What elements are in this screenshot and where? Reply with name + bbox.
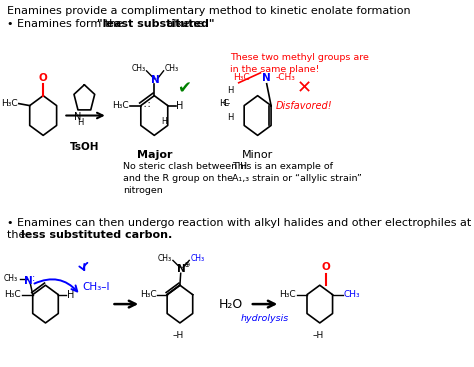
Text: Minor: Minor — [242, 150, 273, 160]
Text: N: N — [177, 264, 186, 275]
Text: H₃C: H₃C — [140, 290, 156, 299]
Text: ✕: ✕ — [297, 80, 312, 98]
Text: ∷: ∷ — [143, 99, 149, 110]
Text: ⊕: ⊕ — [183, 260, 189, 269]
Text: These two methyl groups are
in the same plane!: These two methyl groups are in the same … — [230, 53, 369, 74]
Text: CH₃: CH₃ — [4, 274, 18, 283]
Text: H: H — [161, 117, 167, 126]
Text: CH₃: CH₃ — [157, 254, 172, 263]
Text: H₃C: H₃C — [112, 101, 129, 110]
Text: Disfavored!: Disfavored! — [276, 101, 333, 110]
Text: N: N — [25, 276, 33, 286]
Text: –H: –H — [173, 331, 184, 340]
Text: O: O — [39, 73, 47, 83]
Text: H₃C: H₃C — [1, 99, 18, 108]
Text: H₃C: H₃C — [4, 290, 21, 299]
Text: N: N — [152, 75, 160, 85]
Text: No steric clash between H
and the R group on the
nitrogen: No steric clash between H and the R grou… — [123, 162, 247, 195]
Text: H: H — [176, 101, 183, 110]
Text: H–: H– — [219, 99, 230, 108]
Text: C: C — [222, 99, 228, 108]
Text: CH₃: CH₃ — [191, 254, 205, 263]
Text: H₂O: H₂O — [219, 298, 243, 310]
Text: hydrolysis: hydrolysis — [240, 314, 289, 323]
Text: -CH₃: -CH₃ — [276, 73, 296, 82]
Text: N: N — [262, 73, 271, 83]
Text: –H: –H — [312, 331, 324, 340]
Text: CH₃: CH₃ — [164, 64, 179, 73]
Text: the: the — [8, 230, 29, 240]
Text: H₃C: H₃C — [233, 73, 250, 82]
Text: TsOH: TsOH — [70, 142, 99, 152]
Text: H: H — [77, 118, 83, 127]
Text: alkene: alkene — [163, 19, 203, 29]
Text: N: N — [74, 112, 82, 122]
Text: less substituted carbon.: less substituted carbon. — [21, 230, 173, 240]
Text: ✔: ✔ — [177, 80, 191, 98]
Text: CH₃: CH₃ — [132, 64, 146, 73]
Text: H₃C: H₃C — [280, 290, 296, 299]
Text: CH₃–I: CH₃–I — [83, 282, 110, 292]
Text: H: H — [227, 113, 233, 121]
Text: This is an example of
A₁,₃ strain or “allylic strain”: This is an example of A₁,₃ strain or “al… — [232, 162, 362, 183]
Text: • Enamines can then undergo reaction with alkyl halides and other electrophiles : • Enamines can then undergo reaction wit… — [8, 218, 472, 228]
Text: O: O — [322, 262, 330, 272]
Text: "least substituted": "least substituted" — [97, 19, 214, 29]
Text: H: H — [67, 290, 74, 299]
Text: Major: Major — [137, 150, 172, 160]
Text: • Enamines form the: • Enamines form the — [8, 19, 127, 29]
Text: :: : — [32, 273, 35, 283]
Text: CH₃: CH₃ — [344, 290, 360, 299]
Text: H: H — [227, 86, 233, 95]
Text: Enamines provide a complimentary method to kinetic enolate formation: Enamines provide a complimentary method … — [8, 6, 411, 17]
